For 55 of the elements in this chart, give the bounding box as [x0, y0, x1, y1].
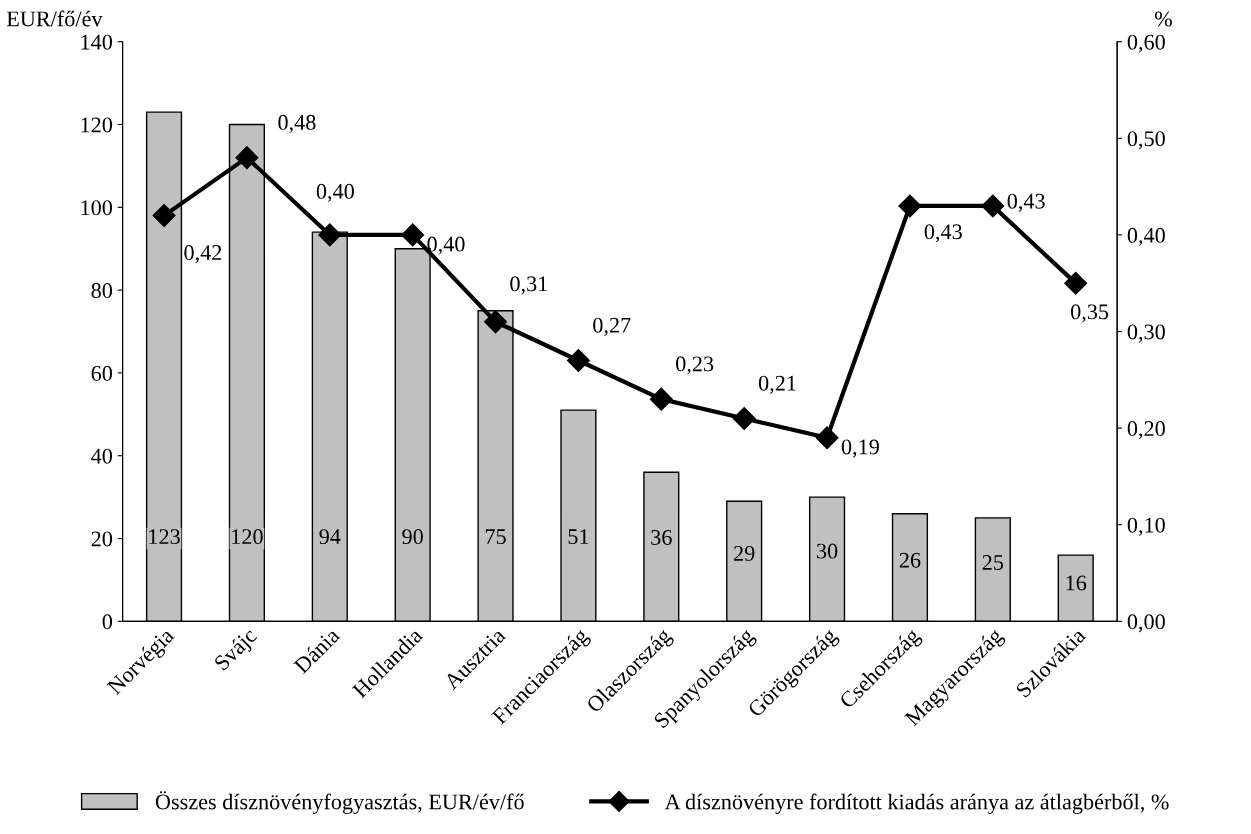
data-label: 0,21 [758, 375, 796, 394]
point [981, 194, 1005, 218]
data-label: 0,42 [184, 245, 222, 264]
data-label: 0,40 [427, 236, 465, 255]
data-label: 30 [817, 543, 838, 559]
point [235, 146, 259, 170]
y-tick-label: 60 [91, 365, 113, 381]
point [732, 406, 756, 430]
data-label: 75 [485, 529, 506, 545]
y-tick-label: 100 [81, 200, 113, 216]
data-label: 0,27 [593, 317, 631, 336]
point [1064, 271, 1088, 295]
y-tick-label: 0 [102, 614, 113, 630]
legend-label: Összes dísznövényfogyasztás, EUR/év/fő [155, 791, 524, 814]
data-label: 94 [319, 529, 341, 545]
y-tick-label: 20 [91, 531, 113, 547]
point [566, 348, 590, 372]
legend-label: A dísznövényre fordított kiadás aránya az átlagbérből, % [664, 793, 1169, 814]
data-label: 25 [982, 555, 1004, 570]
y2-axis-title: % [1154, 11, 1172, 27]
data-label: 51 [568, 529, 589, 545]
data-label: 0,31 [510, 276, 547, 295]
y2-tick-label: 0,10 [1127, 517, 1165, 536]
data-label: 0,35 [1071, 304, 1109, 323]
point [815, 426, 839, 450]
y2-tick-label: 0,30 [1127, 324, 1165, 343]
y-tick-label: 80 [91, 283, 113, 299]
data-label: 90 [402, 529, 423, 545]
y-tick-label: 120 [81, 117, 113, 133]
data-label: 36 [651, 529, 672, 545]
point [898, 194, 922, 218]
data-label: 123 [149, 529, 180, 545]
point [401, 223, 425, 247]
data-label: 26 [899, 552, 921, 568]
point [649, 387, 673, 411]
y2-tick-label: 0,40 [1127, 227, 1165, 247]
y2-tick-label: 0,50 [1127, 131, 1165, 150]
data-label: 0,23 [676, 356, 714, 375]
data-label: 0,43 [924, 224, 962, 243]
data-label: 16 [1066, 575, 1087, 591]
data-label: 0,43 [1007, 193, 1045, 212]
point [152, 204, 176, 228]
data-label: 0,19 [841, 439, 879, 458]
y2-tick-label: 0,60 [1127, 34, 1165, 53]
data-label: 29 [734, 545, 755, 561]
data-label: 0,48 [278, 114, 316, 134]
data-label: 0,40 [316, 183, 354, 202]
point [318, 223, 342, 247]
data-label: 120 [232, 529, 263, 545]
y-tick-label: 140 [81, 34, 113, 50]
y2-tick-label: 0,00 [1127, 614, 1165, 633]
y-tick-label: 40 [91, 448, 113, 464]
point [484, 310, 508, 334]
y-axis-title: EUR/fő/év [6, 10, 103, 27]
y2-tick-label: 0,20 [1127, 421, 1165, 440]
